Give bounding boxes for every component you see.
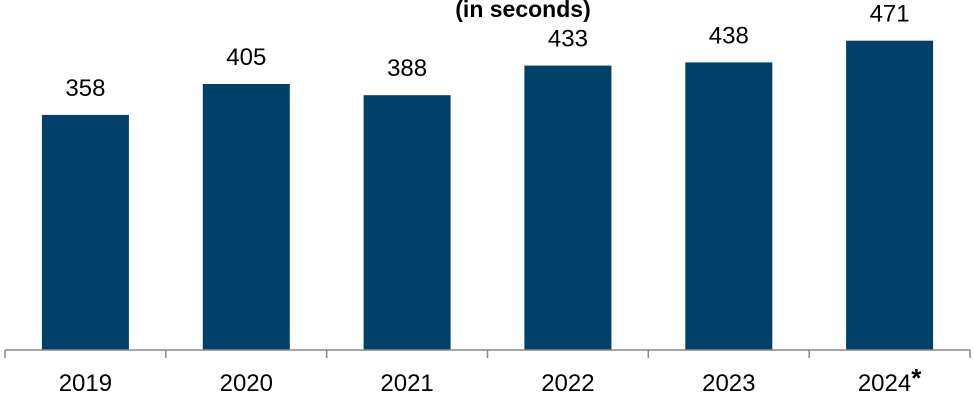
x-tick-label-2022: 2022 (541, 370, 594, 396)
bar-2022 (524, 65, 612, 350)
bars-group (41, 40, 934, 351)
data-label-2022: 433 (548, 26, 588, 53)
x-tick-label-2024: 2024* (858, 363, 922, 396)
data-label-2020: 405 (226, 44, 266, 71)
bar-2021 (363, 95, 451, 350)
bar-2020 (202, 84, 290, 350)
chart-subtitle: (in seconds) (455, 0, 590, 22)
data-label-2021: 388 (387, 55, 427, 82)
bar-2023 (685, 62, 773, 351)
bar-2019 (41, 114, 129, 351)
data-label-2019: 358 (65, 75, 105, 102)
data-labels-group: 358 405 388 433 438 471 (65, 1, 909, 102)
x-tick-label-2023: 2023 (702, 370, 755, 396)
x-tick-label-2021: 2021 (380, 370, 433, 396)
x-axis: 2019 2020 2021 2022 2023 2024* (4, 349, 971, 396)
bar-2024 (846, 40, 934, 350)
x-tick-label-2020: 2020 (220, 370, 273, 396)
x-tick-label-2019: 2019 (59, 370, 112, 396)
footnote-marker: * (911, 363, 922, 393)
data-label-2024: 471 (870, 1, 910, 28)
data-label-2023: 438 (709, 22, 749, 49)
